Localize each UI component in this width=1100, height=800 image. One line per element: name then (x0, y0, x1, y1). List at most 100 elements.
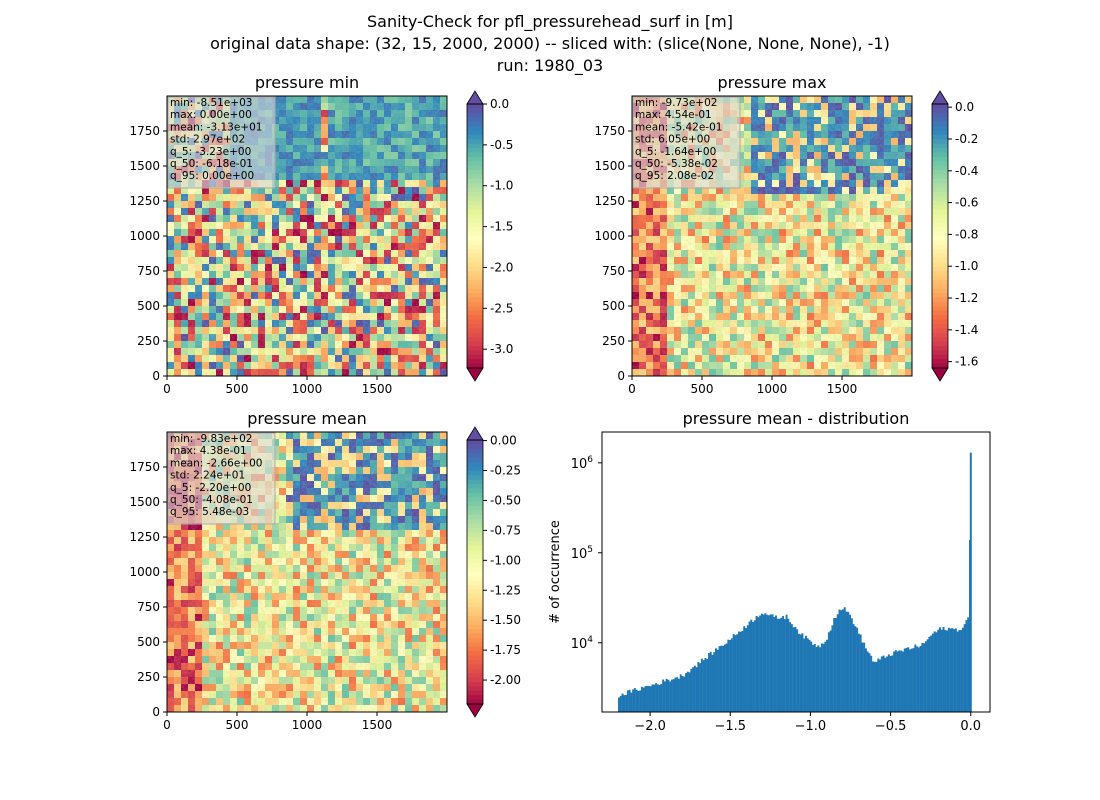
colorbar-segment (932, 297, 948, 303)
colorbar-segment (932, 284, 948, 290)
colorbar-segment (467, 354, 483, 360)
colorbar-segment (932, 148, 948, 153)
colorbar-segment (467, 200, 483, 206)
colorbar-segment (467, 249, 483, 254)
colorbar-segment (467, 258, 483, 263)
colorbar-segment (932, 121, 948, 127)
colorbar-segment (467, 108, 483, 114)
colorbar-frame (931, 103, 949, 369)
colorbar-segment (467, 178, 483, 184)
y-tick-label: 1500 (129, 159, 160, 173)
y-tick-label: 750 (137, 264, 160, 278)
colorbar-segment (467, 183, 483, 188)
colorbar-segment (467, 148, 483, 153)
x-tick-label: 500 (226, 382, 249, 396)
colorbar-segment (932, 363, 948, 369)
stats-line: min: -8.51e+03 (170, 97, 252, 109)
y-tick-label: 1250 (129, 194, 160, 208)
colorbar-segment (932, 104, 948, 109)
y-tick-label: 1000 (129, 229, 160, 243)
colorbar-tick-label: -0.5 (490, 138, 513, 152)
colorbar-segment (467, 227, 483, 232)
stats-line: q_5: -1.64e+00 (635, 146, 716, 158)
colorbar-segment (467, 297, 483, 303)
colorbar-segment (467, 240, 483, 246)
colorbar-segment (932, 218, 948, 224)
figure-title-line-1: Sanity-Check for pfl_pressurehead_surf i… (367, 12, 733, 31)
y-tick-label: 500 (602, 299, 625, 313)
y-tick-label: 1250 (594, 194, 625, 208)
colorbar-segment (467, 134, 483, 140)
y-tick-label: 250 (602, 334, 625, 348)
figure-title-line-3: run: 1980_03 (496, 56, 604, 75)
colorbar-segment (467, 275, 483, 281)
colorbar-segment (467, 244, 483, 250)
colorbar-segment (932, 310, 948, 316)
colorbar-segment (467, 104, 483, 109)
colorbar-segment (932, 178, 948, 184)
colorbar-segment (932, 165, 948, 171)
colorbar-segment (467, 337, 483, 342)
colorbar-extend-bottom (931, 367, 949, 382)
colorbar-tick-label: -1.4 (955, 323, 978, 337)
colorbar-tick-label: -1.6 (955, 355, 978, 369)
colorbar-segment (932, 196, 948, 202)
y-tick-label: 750 (602, 264, 625, 278)
colorbar-segment (932, 112, 948, 118)
colorbar-segment (932, 302, 948, 307)
colorbar-tick-label: -2.5 (490, 301, 513, 315)
colorbar-segment (467, 165, 483, 171)
colorbar-segment (932, 187, 948, 193)
y-tick-label: 1000 (594, 229, 625, 243)
colorbar-segment (467, 139, 483, 144)
stats-line: std: 6.05e+00 (635, 134, 710, 146)
colorbar-extend-top (931, 90, 949, 105)
colorbar: 0.0-0.2-0.4-0.6-0.8-1.0-1.2-1.4-1.6 (931, 90, 978, 382)
colorbar-segment (467, 236, 483, 241)
colorbar-segment (932, 236, 948, 241)
colorbar-segment (932, 183, 948, 188)
colorbar-segment (467, 196, 483, 202)
x-tick-label: 0 (628, 382, 636, 396)
colorbar-segment (932, 350, 948, 356)
stats-box-bg (632, 96, 741, 189)
colorbar-segment (467, 324, 483, 329)
colorbar-tick-label: -2.0 (490, 260, 513, 274)
colorbar-segment (932, 174, 948, 180)
colorbar-segment (467, 302, 483, 307)
colorbar-segment (932, 271, 948, 276)
colorbar-segment (467, 350, 483, 356)
colorbar-segment (932, 156, 948, 162)
colorbar-segment (932, 170, 948, 175)
colorbar-segment (467, 359, 483, 364)
stats-line: mean: -3.13e+01 (170, 121, 262, 133)
colorbar-segment (932, 227, 948, 232)
colorbar-segment (467, 152, 483, 158)
colorbar-extend-bottom (466, 367, 484, 382)
colorbar-segment (467, 310, 483, 316)
colorbar-segment (467, 218, 483, 224)
colorbar-segment (467, 174, 483, 180)
y-tick-label: 1750 (594, 124, 625, 138)
x-tick-label: 0 (163, 382, 171, 396)
colorbar-segment (932, 315, 948, 320)
colorbar-segment (467, 161, 483, 166)
colorbar-segment (467, 341, 483, 347)
colorbar-segment (467, 205, 483, 210)
colorbar-segment (932, 143, 948, 149)
colorbar: 0.0-0.5-1.0-1.5-2.0-2.5-3.0 (466, 90, 513, 382)
colorbar-segment (932, 341, 948, 347)
stats-line: mean: -5.42e-01 (635, 121, 722, 133)
stats-line: max: 4.54e-01 (635, 109, 712, 121)
colorbar-frame (466, 103, 484, 369)
stats-line: q_50: -5.38e-02 (635, 158, 718, 170)
colorbar-segment (932, 130, 948, 136)
panel-title: pressure mean (247, 409, 367, 428)
x-tick-label: 1000 (757, 382, 788, 396)
panel-title: pressure max (717, 73, 826, 92)
colorbar-segment (467, 253, 483, 259)
